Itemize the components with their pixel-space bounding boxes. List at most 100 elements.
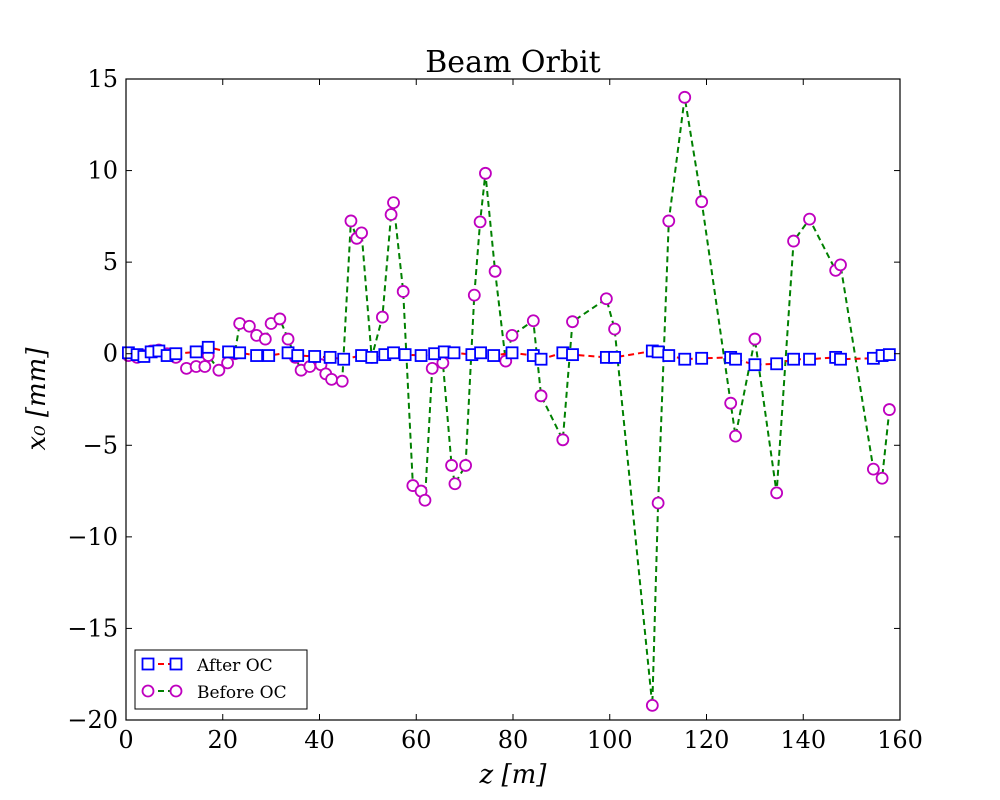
- legend-box: [134, 649, 308, 710]
- series-before-oc: [122, 90, 896, 712]
- data-point-before-oc: [445, 459, 458, 472]
- data-point-after-oc: [189, 345, 203, 359]
- data-point-before-oc: [325, 372, 338, 386]
- data-point-before-oc: [467, 288, 481, 302]
- x-tick-label: 100: [587, 726, 633, 754]
- data-point-before-oc: [556, 433, 570, 447]
- legend-marker-after-oc: [141, 657, 155, 671]
- data-point-before-oc: [258, 332, 272, 346]
- data-point-before-oc: [425, 361, 439, 375]
- data-point-before-oc: [479, 166, 492, 180]
- data-point-before-oc: [748, 332, 762, 346]
- legend-label-before-oc: Before OC: [197, 683, 287, 703]
- data-point-before-oc: [242, 319, 256, 333]
- data-point-before-oc: [198, 360, 212, 373]
- data-point-after-oc: [323, 350, 337, 364]
- data-point-after-oc: [291, 349, 305, 362]
- data-point-before-oc: [505, 328, 519, 342]
- legend-marker-before-oc: [141, 684, 155, 698]
- data-point-before-oc: [355, 226, 368, 240]
- data-point-after-oc: [695, 351, 709, 365]
- chart-title: Beam Orbit: [425, 45, 600, 80]
- y-axis-label: x₀ [mm]: [22, 347, 52, 451]
- data-point-before-oc: [375, 310, 389, 324]
- legend: After OC Before OC: [134, 649, 308, 710]
- y-tick-label: −15: [67, 614, 118, 642]
- data-point-before-oc: [384, 208, 398, 221]
- data-point-before-oc: [418, 493, 432, 507]
- data-point-after-oc: [608, 350, 621, 364]
- data-point-after-oc: [662, 349, 676, 362]
- data-point-before-oc: [678, 90, 692, 104]
- data-point-after-oc: [474, 346, 487, 360]
- x-tick-label: 20: [207, 726, 238, 754]
- data-point-before-oc: [344, 214, 358, 228]
- data-point-after-oc: [770, 357, 784, 371]
- data-point-before-oc: [882, 403, 896, 416]
- x-tick-label: 0: [118, 726, 133, 754]
- data-point-before-oc: [875, 471, 889, 485]
- data-point-before-oc: [488, 264, 502, 278]
- data-point-before-oc: [645, 698, 659, 712]
- data-point-before-oc: [724, 396, 738, 410]
- legend-marker-after-oc: [169, 657, 183, 671]
- data-point-after-oc: [678, 352, 692, 366]
- data-point-after-oc: [398, 348, 412, 362]
- x-tick-label: 160: [877, 726, 923, 754]
- series-after-oc: [122, 340, 896, 372]
- data-point-before-oc: [448, 477, 462, 491]
- data-point-before-oc: [526, 314, 540, 328]
- data-point-before-oc: [534, 389, 548, 403]
- data-point-before-oc: [729, 429, 742, 443]
- data-point-after-oc: [882, 348, 896, 362]
- data-point-before-oc: [212, 363, 226, 377]
- data-point-before-oc: [396, 285, 410, 298]
- y-tick-label: −20: [67, 706, 118, 734]
- data-point-after-oc: [787, 352, 800, 366]
- data-point-after-oc: [233, 346, 247, 360]
- y-tick-label: 10: [87, 157, 118, 185]
- data-point-before-oc: [695, 195, 709, 209]
- data-point-after-oc: [729, 352, 742, 366]
- data-point-after-oc: [222, 345, 235, 359]
- tick-layer: 0 20 40 60 80 100 120 140 160 15 10 5 0 −5 −10 −15 −20: [67, 65, 923, 754]
- x-tick-label: 120: [684, 726, 730, 754]
- data-point-before-oc: [335, 374, 349, 388]
- y-tick-label: −5: [83, 431, 118, 459]
- x-tick-label: 80: [498, 726, 529, 754]
- data-point-after-oc: [834, 352, 847, 366]
- data-point-after-oc: [387, 346, 400, 360]
- data-point-after-oc: [250, 349, 264, 362]
- data-point-before-oc: [459, 459, 472, 472]
- data-point-before-oc: [662, 214, 676, 228]
- data-point-before-oc: [273, 312, 287, 326]
- x-tick-label: 40: [304, 726, 335, 754]
- data-point-before-oc: [787, 234, 800, 248]
- data-point-before-oc: [834, 258, 847, 272]
- data-point-after-oc: [447, 346, 461, 360]
- data-point-after-oc: [505, 346, 519, 360]
- data-point-after-oc: [414, 349, 428, 362]
- plot-area: [126, 79, 900, 720]
- y-tick-label: −10: [67, 523, 118, 551]
- data-point-after-oc: [748, 358, 762, 372]
- x-axis-label: z [m]: [479, 760, 548, 790]
- data-point-before-oc: [473, 215, 487, 229]
- data-point-after-oc: [803, 352, 816, 366]
- data-point-before-oc: [866, 462, 880, 476]
- data-point-before-oc: [770, 486, 784, 500]
- data-point-before-oc: [803, 212, 816, 226]
- data-point-after-oc: [534, 352, 548, 366]
- data-point-after-oc: [201, 340, 215, 354]
- data-point-before-oc: [281, 332, 295, 346]
- data-point-before-oc: [599, 292, 613, 306]
- data-point-after-oc: [262, 349, 276, 362]
- legend-items: [141, 657, 183, 698]
- data-point-after-oc: [169, 347, 183, 361]
- data-point-after-oc: [566, 348, 579, 362]
- y-tick-label: 5: [103, 248, 118, 276]
- data-point-after-oc: [487, 349, 501, 362]
- legend-marker-before-oc: [169, 684, 183, 698]
- series-layer: [122, 90, 896, 712]
